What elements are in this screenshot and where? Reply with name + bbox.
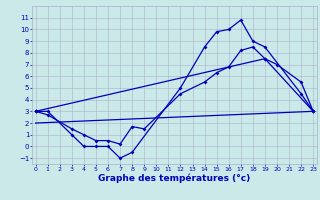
X-axis label: Graphe des températures (°c): Graphe des températures (°c) (98, 173, 251, 183)
